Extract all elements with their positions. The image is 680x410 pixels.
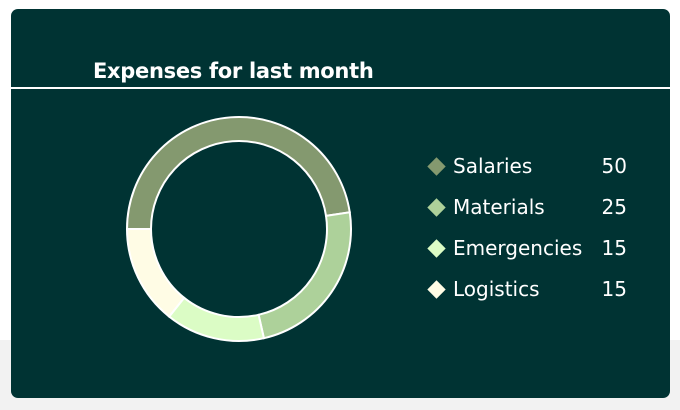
legend-label: Salaries xyxy=(453,154,533,178)
legend-item-materials[interactable]: Materials 25 xyxy=(427,195,627,236)
legend-item-logistics[interactable]: Logistics 15 xyxy=(427,277,627,318)
legend-swatch-logistics xyxy=(427,280,446,299)
title-divider xyxy=(11,87,670,89)
legend-item-salaries[interactable]: Salaries 50 xyxy=(427,154,627,195)
legend-value: 15 xyxy=(601,277,627,301)
legend-label: Materials xyxy=(453,195,545,219)
donut-slice-logistics[interactable] xyxy=(125,228,186,318)
legend-value: 25 xyxy=(601,195,627,219)
chart-legend: Salaries 50 Materials 25 Emergencies 15 … xyxy=(427,154,627,318)
legend-value: 15 xyxy=(601,236,627,260)
legend-swatch-salaries xyxy=(427,157,446,176)
donut-chart xyxy=(125,116,352,342)
legend-swatch-emergencies xyxy=(427,239,446,258)
legend-label: Emergencies xyxy=(453,236,583,260)
legend-label: Logistics xyxy=(453,277,540,301)
legend-swatch-materials xyxy=(427,198,446,217)
donut-slice-materials[interactable] xyxy=(257,211,352,340)
expenses-card: Expenses for last month Salaries 50 Mate… xyxy=(11,9,670,398)
legend-item-emergencies[interactable]: Emergencies 15 xyxy=(427,236,627,277)
donut-slice-emergencies[interactable] xyxy=(167,296,266,342)
card-title: Expenses for last month xyxy=(93,59,374,83)
donut-slice-salaries[interactable] xyxy=(125,116,351,230)
legend-value: 50 xyxy=(601,154,627,178)
